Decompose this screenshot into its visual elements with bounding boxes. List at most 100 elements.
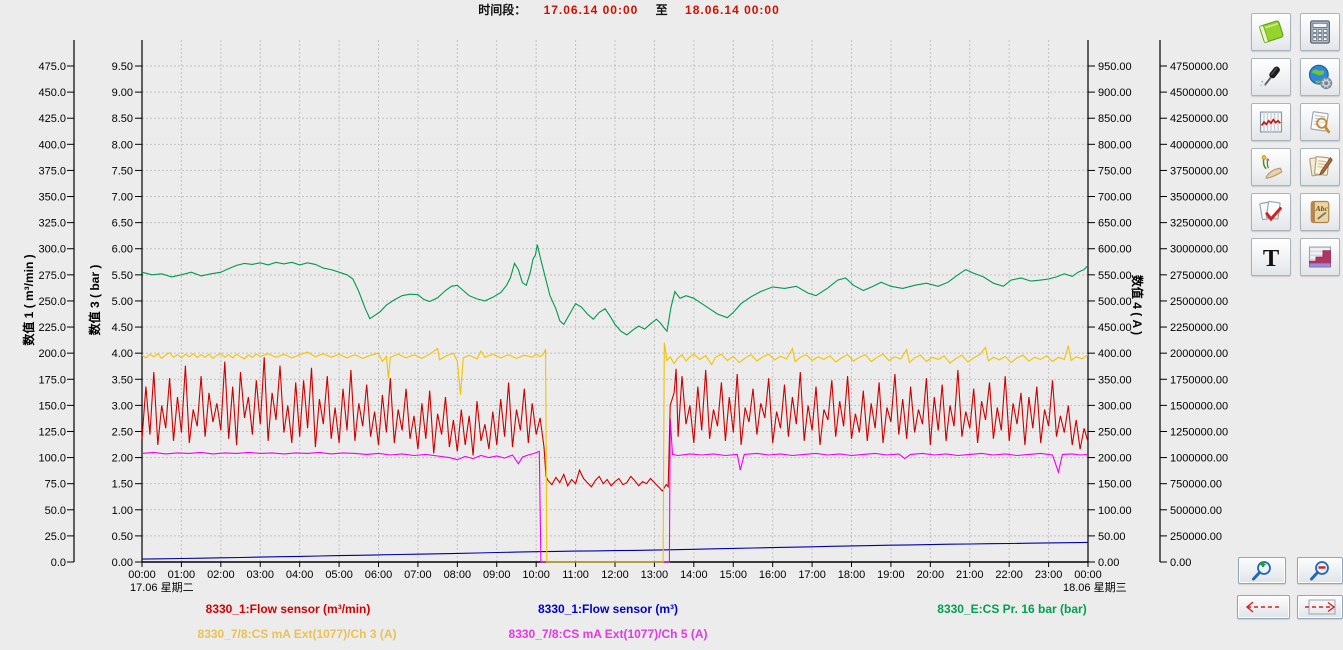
svg-text:300.0: 300.0 [38, 244, 66, 256]
globe-settings-icon [1308, 64, 1333, 90]
svg-text:8.50: 8.50 [112, 113, 133, 125]
svg-text:0.50: 0.50 [112, 531, 133, 543]
svg-text:2500000.00: 2500000.00 [1170, 296, 1228, 308]
svg-text:17:00: 17:00 [798, 569, 826, 581]
svg-text:850.00: 850.00 [1098, 113, 1132, 125]
svg-text:400.00: 400.00 [1098, 348, 1132, 360]
hand-plant-icon [1261, 155, 1283, 180]
legend-flow-rate: 8330_1:Flow sensor (m³/min) [205, 602, 371, 616]
svg-text:3.00: 3.00 [112, 400, 133, 412]
y-axis-val4: 0.00 50.00 100.00 150.00 200.00 250.00 300.00 3… [1087, 40, 1145, 569]
zoom-in-button[interactable] [1238, 557, 1286, 584]
svg-text:375.0: 375.0 [38, 165, 66, 177]
axis-title-val3: 数值 3 ( bar ) [87, 265, 102, 336]
svg-text:7.50: 7.50 [112, 165, 133, 177]
svg-text:02:00: 02:00 [207, 569, 235, 581]
report-search-icon [1310, 111, 1331, 134]
end-day-label: 18.06 星期三 [1063, 581, 1127, 594]
svg-text:2750000.00: 2750000.00 [1170, 270, 1228, 282]
series-pressure [141, 244, 1089, 336]
svg-text:T: T [1263, 245, 1279, 271]
svg-text:4750000.00: 4750000.00 [1170, 61, 1228, 73]
start-day-label: 17.06 星期二 [130, 581, 194, 594]
sensor-probe-button[interactable] [1251, 58, 1291, 96]
svg-text:150.0: 150.0 [38, 400, 66, 412]
svg-text:01:00: 01:00 [168, 569, 196, 581]
calculator-icon [1310, 20, 1330, 44]
scroll-right-button[interactable] [1297, 595, 1343, 619]
svg-text:3500000.00: 3500000.00 [1170, 192, 1228, 204]
svg-text:900.00: 900.00 [1098, 87, 1132, 99]
svg-text:450.0: 450.0 [38, 87, 66, 99]
series-current-ch3 [141, 342, 1089, 563]
address-book-icon: Abc [1310, 200, 1330, 224]
legend-current-ch5: 8330_7/8:CS mA Ext(1077)/Ch 5 (A) [508, 627, 708, 641]
svg-text:650.00: 650.00 [1098, 218, 1132, 230]
svg-text:19:00: 19:00 [877, 569, 905, 581]
svg-text:25.0: 25.0 [45, 531, 66, 543]
notes-pen-icon [1309, 156, 1333, 177]
svg-text:200.00: 200.00 [1098, 453, 1132, 465]
svg-text:350.00: 350.00 [1098, 374, 1132, 386]
svg-text:9.50: 9.50 [112, 61, 133, 73]
scroll-left-button[interactable] [1237, 595, 1290, 619]
svg-text:08:00: 08:00 [444, 569, 472, 581]
svg-text:800.00: 800.00 [1098, 139, 1132, 151]
address-book-button[interactable]: Abc [1300, 193, 1340, 231]
svg-text:2.50: 2.50 [112, 426, 133, 438]
globe-settings-button[interactable] [1300, 58, 1340, 96]
line-chart-button[interactable] [1251, 103, 1291, 141]
time-range-label: 时间段： [478, 3, 527, 17]
svg-text:425.0: 425.0 [38, 113, 66, 125]
svg-text:400.0: 400.0 [38, 139, 66, 151]
svg-text:12:00: 12:00 [601, 569, 629, 581]
time-range-to-word: 至 [655, 3, 668, 17]
y-axis-val3: 0.00 0.50 1.00 1.50 2.00 2.50 3.00 3.50 4.00 4.50… [87, 40, 143, 569]
svg-text:250.00: 250.00 [1098, 426, 1132, 438]
hand-plant-button[interactable] [1251, 148, 1291, 186]
svg-text:11:00: 11:00 [562, 569, 589, 581]
step-chart-button[interactable] [1300, 238, 1340, 276]
svg-text:1.00: 1.00 [112, 505, 133, 517]
svg-text:2.00: 2.00 [112, 453, 133, 465]
notebook-button[interactable] [1251, 13, 1291, 51]
series-current-ch5 [141, 418, 1089, 563]
svg-text:500.00: 500.00 [1098, 296, 1132, 308]
zoom-out-button[interactable] [1297, 557, 1343, 584]
svg-text:700.00: 700.00 [1098, 192, 1132, 204]
checklist-icon [1259, 200, 1282, 222]
svg-text:550.00: 550.00 [1098, 270, 1132, 282]
svg-text:6.50: 6.50 [112, 218, 133, 230]
svg-text:03:00: 03:00 [246, 569, 274, 581]
svg-text:0.00: 0.00 [112, 557, 133, 569]
svg-text:18:00: 18:00 [838, 569, 866, 581]
svg-text:750000.00: 750000.00 [1170, 479, 1222, 491]
zoom-out-icon [1310, 560, 1329, 580]
checklist-button[interactable] [1251, 193, 1291, 231]
notes-pen-button[interactable] [1300, 148, 1340, 186]
svg-text:175.0: 175.0 [38, 374, 66, 386]
report-search-button[interactable] [1300, 103, 1340, 141]
svg-text:1750000.00: 1750000.00 [1170, 374, 1228, 386]
svg-text:16:00: 16:00 [759, 569, 787, 581]
svg-text:4.50: 4.50 [112, 322, 133, 334]
svg-text:22:00: 22:00 [995, 569, 1023, 581]
x-axis: 00:00 01:00 02:00 03:00 04:00 05:00 06:00 07:00… [128, 561, 1127, 594]
svg-text:4000000.00: 4000000.00 [1170, 139, 1228, 151]
svg-text:300.00: 300.00 [1098, 400, 1132, 412]
svg-text:250000.00: 250000.00 [1170, 531, 1222, 543]
legend-current-ch3: 8330_7/8:CS mA Ext(1077)/Ch 3 (A) [197, 627, 397, 641]
svg-text:1500000.00: 1500000.00 [1170, 400, 1228, 412]
svg-text:3.50: 3.50 [112, 374, 133, 386]
svg-text:1.50: 1.50 [112, 479, 133, 491]
svg-text:10:00: 10:00 [522, 569, 550, 581]
svg-text:250.0: 250.0 [38, 296, 66, 308]
svg-text:1000000.00: 1000000.00 [1170, 453, 1228, 465]
svg-text:0.00: 0.00 [1170, 557, 1191, 569]
text-tool-button[interactable]: T [1251, 238, 1291, 276]
svg-text:3250000.00: 3250000.00 [1170, 218, 1228, 230]
calculator-button[interactable] [1300, 13, 1340, 51]
svg-text:00:00: 00:00 [128, 569, 156, 581]
svg-text:Abc: Abc [1315, 204, 1329, 213]
line-chart-icon [1259, 111, 1283, 133]
